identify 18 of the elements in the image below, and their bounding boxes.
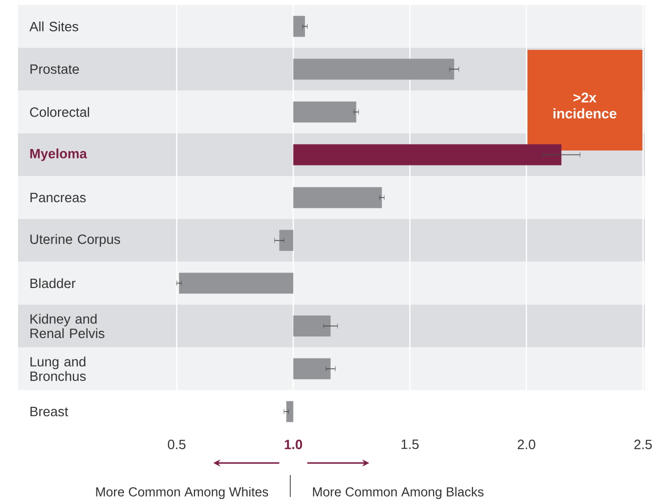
y-tick-label: Colorectal [30, 107, 90, 117]
y-tick-label: Uterine Corpus [30, 234, 120, 247]
text: More Common Among Whites [96, 486, 268, 500]
y-tick-label: Bladder [30, 278, 76, 288]
y-tick-label: Breast [30, 406, 68, 416]
y-tick-label: All Sites [29, 21, 78, 32]
x-tick-label: 1.0 [284, 440, 302, 450]
x-tick-label: 2.0 [518, 440, 536, 450]
y-tick-label: Myeloma [30, 148, 88, 162]
x-tick-label: 1.5 [402, 440, 419, 450]
y-tick-label: Pancreas [30, 192, 86, 202]
y-tick-label: Kidney and Renal Pelvis [30, 314, 104, 338]
x-tick-label: 2.5 [634, 440, 652, 450]
y-tick-label: Prostate [30, 64, 79, 74]
text: More Common Among Blacks [313, 486, 484, 500]
x-tick-label: 0.5 [168, 440, 186, 450]
y-tick-label: Lung and Bronchus [30, 356, 86, 381]
annotation: >2x incidence [554, 92, 616, 118]
